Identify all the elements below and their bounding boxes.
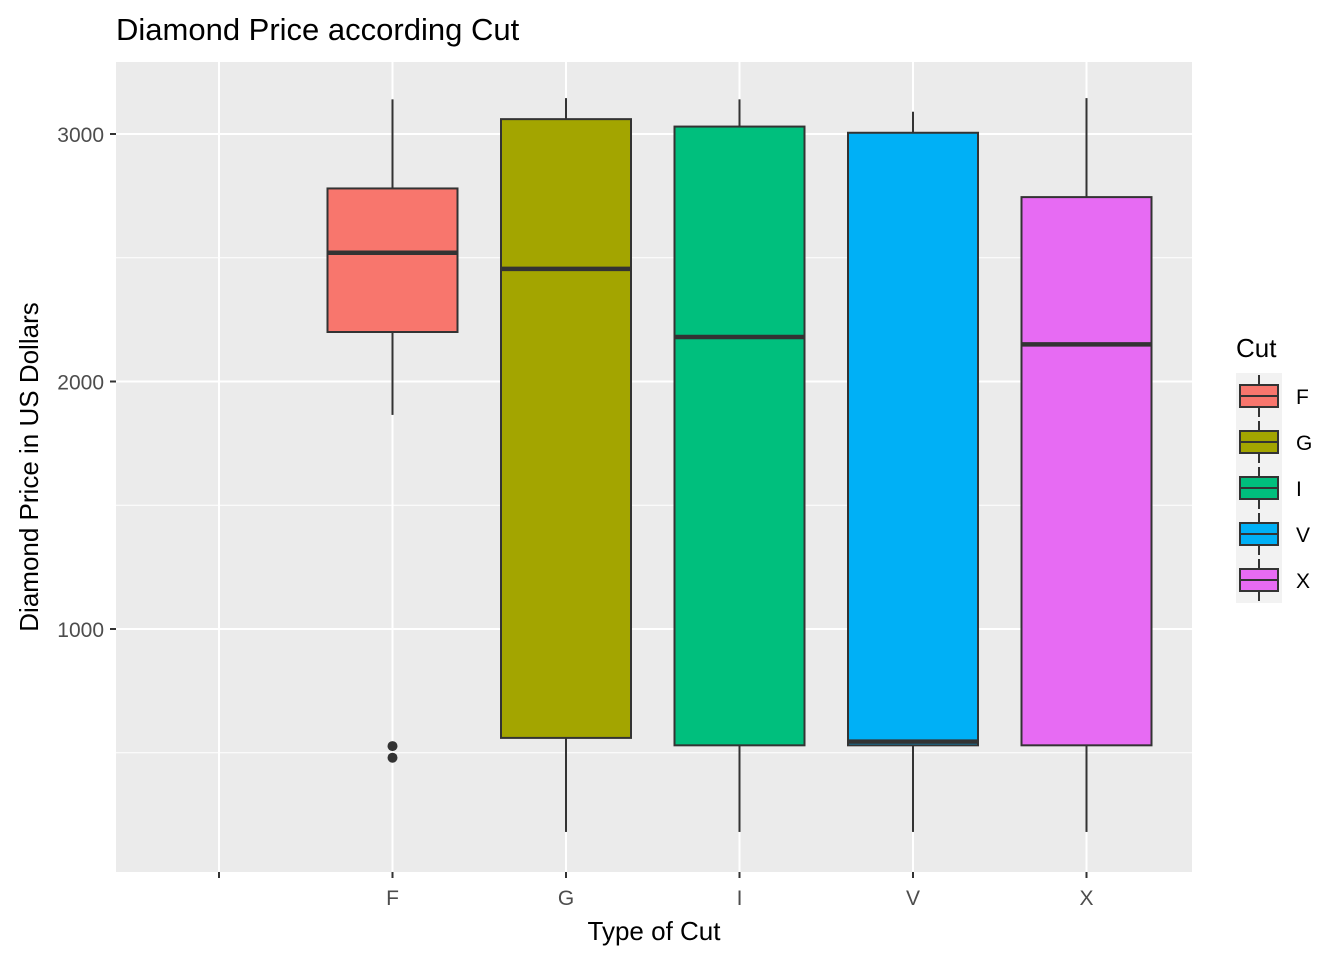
legend-label: X <box>1296 570 1310 593</box>
legend-entry-F: F <box>1236 373 1309 419</box>
box-body <box>500 118 632 739</box>
legend-entry-G: G <box>1236 419 1312 465</box>
x-tick-label: F <box>386 887 399 910</box>
box-X <box>1020 98 1153 832</box>
chart-title: Diamond Price according Cut <box>116 12 520 47</box>
outlier-point <box>387 752 398 763</box>
y-tick-label: 1000 <box>57 619 104 642</box>
boxes-layer <box>326 98 1153 832</box>
box-body <box>673 125 806 747</box>
legend-label: G <box>1296 432 1312 455</box>
x-tick-label: V <box>906 887 920 910</box>
x-tick-label: X <box>1079 887 1093 910</box>
legend-entry-X: X <box>1236 557 1310 603</box>
legend-label: V <box>1296 524 1310 547</box>
y-tick-label: 2000 <box>57 372 104 395</box>
y-axis-ticks: 1000 2000 3000 <box>57 124 116 642</box>
box-I <box>673 99 806 832</box>
minor-gridlines <box>116 257 1192 754</box>
box-F <box>326 99 459 763</box>
box-body <box>326 187 459 333</box>
box-body <box>1020 196 1153 747</box>
x-tick-label: I <box>737 887 743 910</box>
box-G <box>500 98 632 832</box>
box-V <box>847 111 979 832</box>
outlier-point <box>387 741 398 752</box>
box-body <box>847 131 979 747</box>
legend-entry-I: I <box>1236 465 1302 511</box>
y-tick-label: 3000 <box>57 124 104 147</box>
x-axis-label: Type of Cut <box>588 916 722 946</box>
legend-title: Cut <box>1236 333 1277 363</box>
x-tick-label: G <box>558 887 574 910</box>
legend-entry-V: V <box>1236 511 1310 557</box>
legend-label: I <box>1296 478 1302 501</box>
plot-panel <box>116 62 1192 872</box>
y-axis-label: Diamond Price in US Dollars <box>14 302 44 631</box>
legend-label: F <box>1296 386 1309 409</box>
